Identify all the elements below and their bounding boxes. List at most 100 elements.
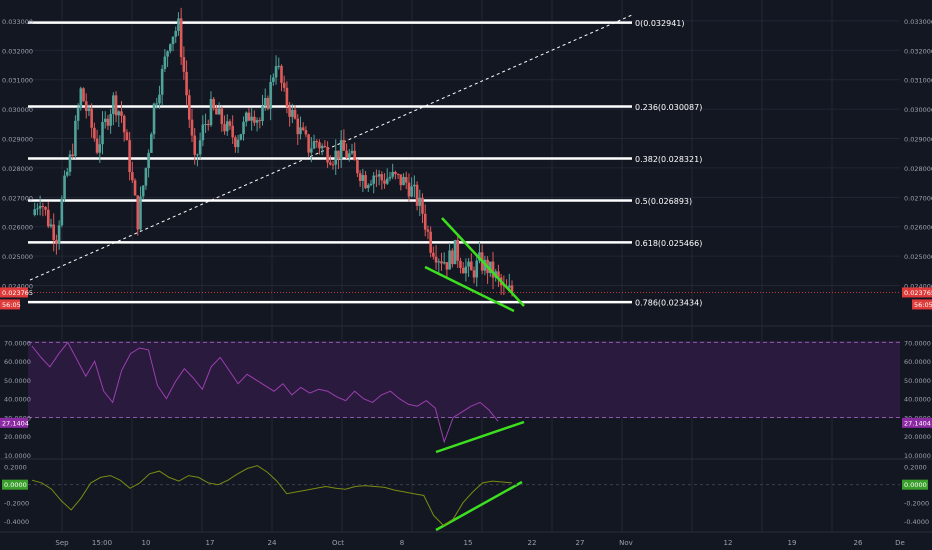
candle-body bbox=[82, 88, 85, 102]
candle-body bbox=[231, 125, 234, 138]
candle-body bbox=[391, 171, 394, 177]
candle-body bbox=[196, 154, 199, 156]
price-axis-label-left: 0.031000 bbox=[2, 77, 33, 85]
candle-body bbox=[418, 197, 422, 206]
macd-axis-label-left: -0.2000 bbox=[4, 500, 29, 508]
candle-body bbox=[274, 66, 278, 78]
candle-body bbox=[185, 71, 188, 96]
price-axis-label-right: 0.028000 bbox=[904, 165, 932, 173]
time-axis-label: 19 bbox=[788, 539, 797, 547]
time-axis-label: 15:00 bbox=[92, 539, 112, 547]
candle-body bbox=[136, 195, 140, 230]
price-axis-label-left: 0.024000 bbox=[2, 283, 33, 291]
rsi-divergence-trendline[interactable] bbox=[435, 420, 525, 454]
candle-body bbox=[451, 250, 454, 265]
macd-axis-label-left: 0.2000 bbox=[4, 464, 27, 472]
candle-body bbox=[109, 113, 112, 126]
candle-body bbox=[65, 171, 69, 176]
wedge-lower-trendline[interactable] bbox=[424, 265, 515, 313]
candle-body bbox=[71, 154, 74, 156]
candle-body bbox=[261, 106, 264, 122]
candle-body bbox=[215, 108, 218, 115]
candle-body bbox=[225, 121, 229, 132]
rsi-tag-right-bg bbox=[902, 417, 932, 428]
rsi-axis-label-left: 10.0000 bbox=[4, 452, 31, 460]
price-axis-label-right: 0.031000 bbox=[904, 77, 932, 85]
candle-body bbox=[434, 256, 438, 263]
time-axis-label: Oct bbox=[332, 539, 344, 547]
candle-body bbox=[220, 108, 224, 125]
candle-body bbox=[60, 198, 64, 226]
candle-body bbox=[52, 224, 55, 240]
candle-body bbox=[301, 127, 305, 131]
candle-body bbox=[201, 124, 205, 141]
fib-trend-line[interactable] bbox=[29, 14, 633, 281]
rsi-axis-label-left: 20.0000 bbox=[4, 433, 31, 441]
candle-body bbox=[337, 150, 340, 160]
candle-body bbox=[312, 141, 316, 149]
rsi-axis-label-right: 60.0000 bbox=[904, 358, 931, 366]
candle-body bbox=[358, 173, 362, 181]
candle-body bbox=[461, 267, 465, 274]
candle-body bbox=[106, 118, 110, 126]
candle-body bbox=[76, 107, 80, 121]
rsi-axis-label-left: 60.0000 bbox=[4, 358, 31, 366]
price-axis-label-right: 0.027000 bbox=[904, 194, 932, 202]
time-axis-label: 27 bbox=[576, 539, 585, 547]
rsi-axis-label-right: 50.0000 bbox=[904, 377, 931, 385]
candle-body bbox=[98, 144, 102, 153]
candle-body bbox=[152, 103, 156, 135]
price-tag-right-bg bbox=[902, 287, 932, 298]
candle-body bbox=[467, 261, 470, 267]
candle-body bbox=[33, 209, 37, 215]
candle-body bbox=[421, 197, 424, 214]
candle-body bbox=[285, 87, 289, 107]
candle-body bbox=[432, 252, 435, 257]
candle-body bbox=[429, 231, 432, 253]
candle-body bbox=[46, 209, 50, 227]
candle-body bbox=[55, 239, 58, 244]
price-tag-left-bg bbox=[0, 287, 28, 298]
price-axis-label-right: 0.026000 bbox=[904, 224, 932, 232]
price-axis-label-left: 0.026000 bbox=[2, 224, 33, 232]
wedge-upper-trendline[interactable] bbox=[441, 217, 525, 307]
macd-axis-label-right: -0.2000 bbox=[904, 500, 929, 508]
candle-body bbox=[299, 127, 302, 135]
candle-body bbox=[128, 140, 131, 173]
candle-body bbox=[169, 44, 172, 52]
candle-body bbox=[253, 116, 256, 123]
candle-body bbox=[329, 162, 332, 165]
candle-body bbox=[510, 285, 514, 293]
fib-level-label: 0(0.032941) bbox=[635, 19, 685, 28]
candle-body bbox=[122, 115, 126, 133]
candle-body bbox=[366, 185, 370, 189]
rsi-axis-label-left: 70.0000 bbox=[4, 339, 31, 347]
macd-divergence-trendline[interactable] bbox=[435, 480, 523, 532]
candle-body bbox=[144, 168, 148, 186]
price-axis-label-left: 0.032000 bbox=[2, 47, 33, 55]
countdown-tag-right-bg bbox=[912, 299, 932, 310]
rsi-tag-left-bg bbox=[0, 417, 28, 428]
macd-axis-label-left: -0.4000 bbox=[4, 518, 29, 526]
candle-body bbox=[470, 261, 473, 271]
candle-body bbox=[93, 127, 96, 139]
candle-body bbox=[318, 142, 321, 149]
macd-axis-label-right: -0.4000 bbox=[904, 518, 929, 526]
candle-body bbox=[90, 108, 93, 128]
candle-body bbox=[326, 146, 329, 163]
time-axis-label: 26 bbox=[854, 539, 863, 547]
macd-indicator bbox=[28, 465, 900, 526]
candle-body bbox=[475, 260, 479, 278]
candle-body bbox=[103, 118, 107, 123]
fib-retracement[interactable]: 0(0.032941) 0.236(0.030087) 0.382(0.028321… bbox=[28, 19, 702, 308]
candle-body bbox=[174, 30, 178, 37]
time-axis-label: 12 bbox=[724, 539, 733, 547]
candle-body bbox=[296, 118, 300, 135]
candle-body bbox=[84, 101, 88, 111]
candle-body bbox=[440, 261, 443, 264]
candle-body bbox=[385, 178, 389, 184]
candle-body bbox=[380, 174, 384, 181]
candle-body bbox=[282, 82, 286, 88]
price-axis-label-left: 0.033000 bbox=[2, 18, 33, 26]
